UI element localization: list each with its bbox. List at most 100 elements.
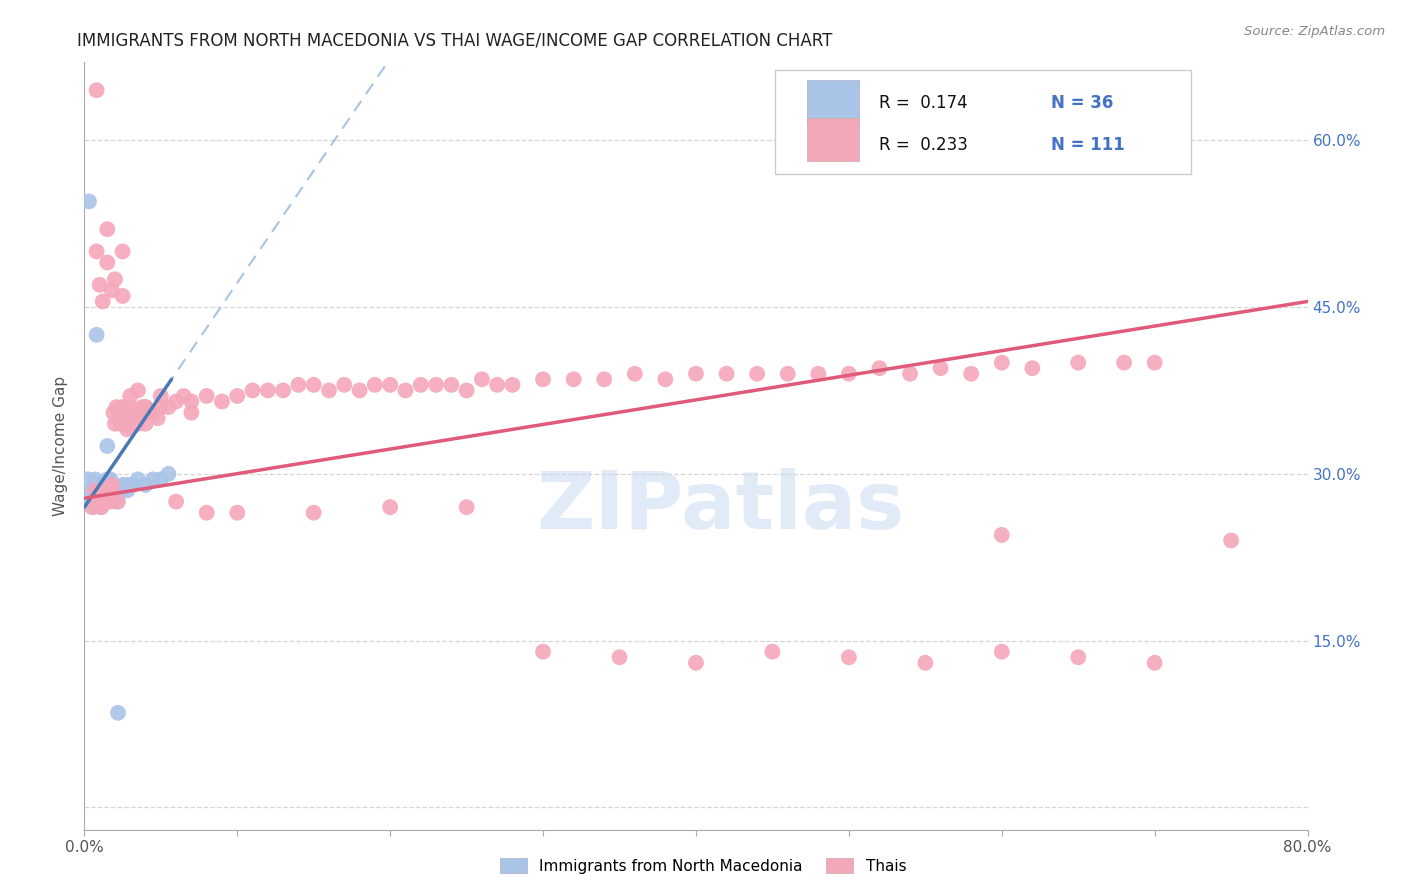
Point [110, 483, 132, 498]
Point [149, 389, 172, 403]
Point [165, 494, 187, 508]
Point [89, 478, 111, 492]
Point [302, 506, 325, 520]
Point [97, 483, 120, 498]
Point [112, 411, 135, 425]
Point [110, 417, 132, 431]
Point [89, 277, 111, 292]
Point [125, 406, 148, 420]
FancyBboxPatch shape [807, 80, 859, 124]
Point [138, 406, 160, 420]
Point [157, 400, 180, 414]
Point [654, 372, 676, 386]
Point [86, 244, 108, 259]
Point [96, 255, 118, 269]
Point [101, 478, 124, 492]
Point [91, 294, 114, 309]
Point [776, 367, 799, 381]
Point [1220, 533, 1243, 548]
Point [120, 478, 142, 492]
Point [302, 377, 325, 392]
Point [107, 494, 129, 508]
Point [90, 500, 112, 515]
Point [135, 478, 157, 492]
Point [807, 367, 830, 381]
Point [93, 489, 115, 503]
Point [425, 377, 447, 392]
Point [195, 389, 218, 403]
Point [98, 494, 121, 508]
Point [115, 483, 138, 498]
Point [91, 483, 114, 498]
Point [142, 472, 165, 486]
Point [991, 645, 1014, 659]
Point [107, 706, 129, 720]
Point [86, 327, 108, 342]
FancyBboxPatch shape [807, 118, 859, 161]
Point [180, 406, 202, 420]
Point [135, 400, 157, 414]
Point [157, 467, 180, 481]
Point [394, 384, 416, 398]
Point [609, 650, 631, 665]
Point [127, 417, 149, 431]
Point [89, 483, 111, 498]
Point [115, 422, 138, 436]
Point [165, 394, 187, 409]
Point [180, 394, 202, 409]
Point [142, 406, 165, 420]
Point [80, 500, 103, 515]
Point [101, 284, 124, 298]
Point [135, 417, 157, 431]
Point [1114, 356, 1136, 370]
Point [87, 483, 110, 498]
Point [122, 411, 145, 425]
Point [349, 384, 371, 398]
Point [86, 478, 108, 492]
Point [84, 472, 107, 486]
Point [111, 244, 134, 259]
Point [1143, 356, 1166, 370]
Point [104, 417, 127, 431]
Point [94, 483, 117, 498]
Point [898, 367, 921, 381]
Point [91, 494, 114, 508]
Point [103, 478, 125, 492]
Point [380, 500, 402, 515]
Point [122, 478, 145, 492]
Point [869, 361, 891, 376]
Point [287, 377, 309, 392]
Point [96, 472, 118, 486]
Point [333, 377, 356, 392]
Point [79, 494, 101, 508]
Point [87, 489, 110, 503]
Point [120, 389, 142, 403]
Point [98, 472, 121, 486]
Point [111, 478, 134, 492]
Text: N = 111: N = 111 [1050, 136, 1125, 153]
Point [914, 656, 936, 670]
Point [1021, 361, 1043, 376]
Text: R =  0.174: R = 0.174 [880, 94, 969, 112]
Point [93, 489, 115, 503]
Point [108, 411, 131, 425]
Point [76, 472, 98, 486]
Point [149, 472, 172, 486]
Point [127, 472, 149, 486]
Point [84, 483, 107, 498]
Point [83, 500, 105, 515]
Point [380, 377, 402, 392]
Point [80, 483, 103, 498]
Point [502, 377, 524, 392]
Point [318, 384, 340, 398]
FancyBboxPatch shape [776, 70, 1191, 174]
Point [456, 384, 478, 398]
Point [471, 372, 494, 386]
Point [991, 356, 1014, 370]
Point [120, 400, 142, 414]
Point [747, 367, 769, 381]
Point [271, 384, 294, 398]
Point [131, 400, 153, 414]
Point [211, 394, 233, 409]
Point [108, 483, 131, 498]
